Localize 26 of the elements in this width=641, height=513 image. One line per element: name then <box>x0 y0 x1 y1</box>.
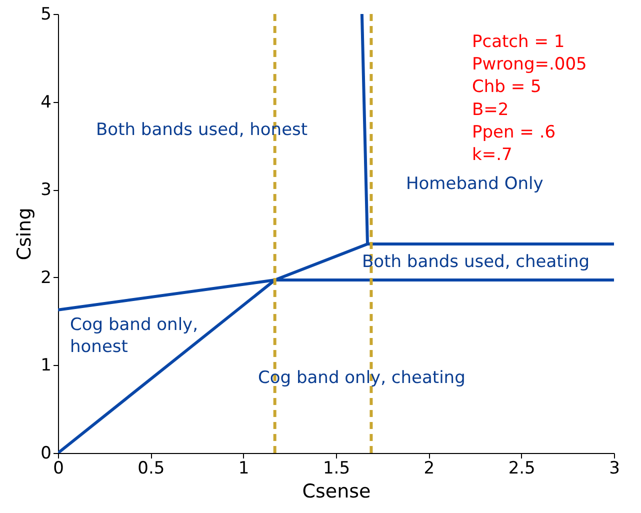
x-tick-label: 2.5 <box>508 458 536 478</box>
annotation: k=.7 <box>472 145 512 165</box>
annotation: Chb = 5 <box>472 77 542 98</box>
x-axis-title: Csense <box>302 480 371 502</box>
x-tick-label: 3 <box>609 458 620 478</box>
annotation: Pcatch = 1 <box>472 32 565 52</box>
x-tick-label: 0.5 <box>138 458 165 478</box>
annotation: Homeband Only <box>406 174 544 194</box>
x-tick-label: 0 <box>53 458 64 478</box>
y-tick-label: 3 <box>40 180 52 200</box>
x-tick-label: 2 <box>424 458 435 478</box>
annotation: B=2 <box>472 100 509 120</box>
y-tick-label: 2 <box>40 268 52 288</box>
x-tick-label: 1.5 <box>322 458 350 478</box>
y-tick-label: 0 <box>40 444 52 464</box>
annotation: Cog band only, cheating <box>258 368 466 388</box>
annotation: Cog band only, honest <box>70 315 198 357</box>
x-tick-label: 1 <box>238 458 250 478</box>
y-tick-label: 1 <box>40 356 52 376</box>
annotation: Pwrong=.005 <box>472 54 587 75</box>
annotation: Both bands used, honest <box>96 120 308 140</box>
y-tick-label: 5 <box>40 4 52 24</box>
y-tick-label: 4 <box>40 92 52 112</box>
y-axis-title: Csing <box>14 208 36 260</box>
annotation: Both bands used, cheating <box>362 252 590 272</box>
annotation: Ppen = .6 <box>472 122 556 142</box>
